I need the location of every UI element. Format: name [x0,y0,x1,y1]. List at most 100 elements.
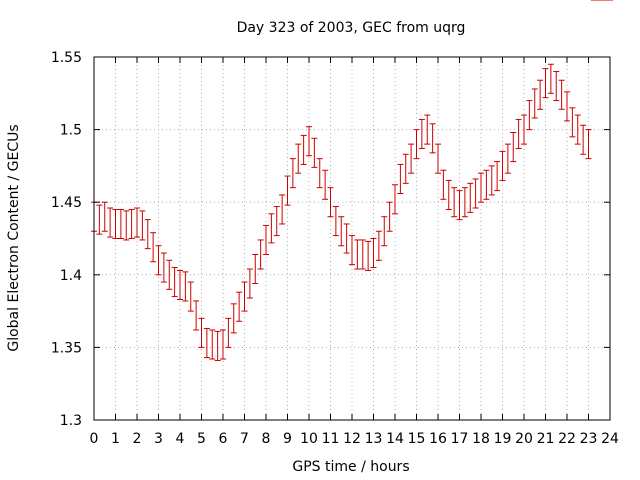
data-point [284,175,291,206]
data-point [101,201,108,232]
data-point [440,169,447,200]
x-tick-label: 24 [601,431,619,447]
data-point [445,179,452,210]
data-point [112,208,119,239]
x-tick-label: 0 [90,431,99,447]
data-point [521,114,527,145]
y-tick-label: 1.45 [51,195,82,211]
x-tick-label: 18 [472,431,490,447]
data-point [424,114,431,145]
data-point [252,253,259,285]
data-point [553,71,560,102]
data-point [230,303,237,334]
data-point [134,207,140,238]
data-point [418,118,425,149]
data-point [123,210,130,241]
x-tick-label: 14 [386,431,404,447]
data-point [209,329,216,360]
y-tick-label: 1.4 [60,268,82,284]
data-point [381,216,388,247]
data-point [354,239,361,270]
data-point [306,126,312,157]
x-tick-label: 6 [219,431,228,447]
data-point [488,165,495,196]
data-point [236,291,243,322]
data-point [397,163,404,194]
data-points [91,0,613,361]
x-tick-label: 17 [451,431,469,447]
x-axis-label: GPS time / hours [292,459,409,475]
data-point [467,182,474,213]
data-point [569,107,576,138]
data-point [150,232,157,263]
data-point [386,201,393,232]
data-point [515,118,522,149]
data-point [370,238,377,269]
data-point [203,328,210,359]
data-point [107,207,114,238]
data-point [257,239,264,270]
x-tick-label: 19 [494,431,512,447]
axis-ticks [93,56,611,421]
chart-title: Day 323 of 2003, GEC from uqrg [237,20,466,36]
data-point [263,224,269,255]
data-point [316,158,323,189]
x-tick-label: 11 [322,431,340,447]
grid [94,57,610,420]
data-point [289,158,296,189]
data-point [246,268,253,299]
x-tick-label: 2 [133,431,142,447]
data-point [220,329,226,360]
x-tick-label: 4 [176,431,185,447]
x-tick-label: 1 [111,431,120,447]
data-point [435,143,441,174]
data-point [402,153,409,184]
data-point [295,143,302,174]
data-point [349,235,355,266]
data-point [504,143,511,174]
data-point [413,129,420,160]
data-point [117,208,124,239]
data-point [365,240,372,271]
x-tick-label: 22 [558,431,576,447]
data-point [279,194,286,225]
data-point [193,300,200,331]
y-axis-label: Global Electron Content / GECUs [6,124,22,351]
data-point [273,206,280,237]
x-tick-label: 16 [429,431,447,447]
x-tick-label: 20 [515,431,533,447]
y-tick-label: 1.3 [60,413,82,429]
data-point [177,269,183,300]
data-point [225,317,232,348]
data-point [241,281,248,312]
y-tick-labels: 1.3 1.35 1.4 1.45 1.5 1.55 [51,50,82,429]
x-tick-label: 3 [154,431,163,447]
x-tick-label: 5 [197,431,206,447]
x-tick-label: 9 [283,431,292,447]
x-tick-label: 7 [240,431,249,447]
x-tick-label: 10 [300,431,318,447]
data-point [182,271,189,302]
data-point [300,134,307,165]
data-point [558,79,565,110]
data-point [160,252,167,283]
data-point [214,330,221,361]
data-point [542,68,549,99]
data-point [510,132,517,163]
data-point [472,178,479,209]
data-point [483,169,490,200]
data-point [547,63,554,94]
data-point [343,223,350,254]
data-point [526,100,533,131]
data-point [392,184,398,215]
data-point [128,208,135,239]
data-point [268,213,275,244]
data-point [580,124,587,155]
data-point [537,79,544,110]
x-tick-label: 23 [580,431,598,447]
y-tick-label: 1.55 [51,50,82,66]
x-tick-labels: 0 1 2 3 4 5 6 7 8 9 10 11 12 13 14 15 16 17 18 19 20 21 22 23 24 [90,431,619,447]
data-point [499,150,506,181]
data-point [494,161,501,192]
